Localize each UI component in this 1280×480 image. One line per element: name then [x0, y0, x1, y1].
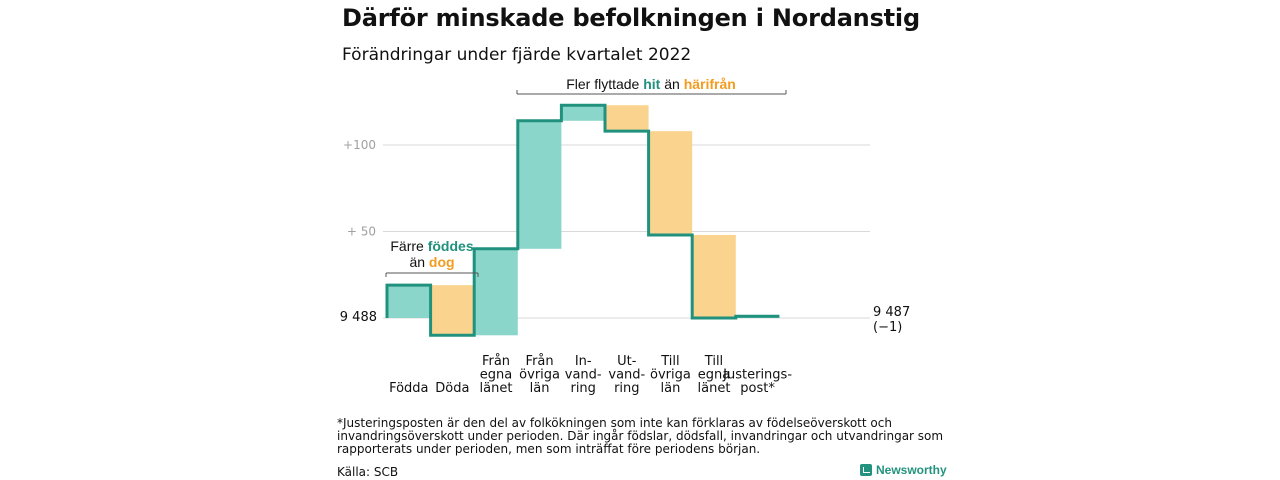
x-axis-label: post* [740, 381, 775, 396]
x-axis-label: ring [614, 381, 639, 396]
waterfall-bar [517, 120, 562, 249]
x-axis-label: egna [480, 368, 512, 383]
x-axis-label: vand- [565, 368, 602, 383]
y-tick-label: +100 [343, 138, 376, 152]
source-label: Källa: SCB [337, 465, 399, 479]
brand-logo: Newsworthy [860, 463, 947, 477]
waterfall-bar [692, 234, 736, 318]
waterfall-bar [648, 131, 693, 235]
x-axis-label: Till [704, 354, 723, 369]
start-value-label: 9 488 [340, 310, 377, 325]
x-axis-label: Till [660, 354, 679, 369]
x-axis-label: län [530, 381, 550, 396]
end-change-label: (−1) [873, 320, 902, 335]
x-axis-label: Från [526, 354, 554, 369]
x-axis-label: länet [698, 381, 731, 396]
x-axis-label: län [660, 381, 680, 396]
waterfall-bar [430, 285, 475, 336]
brand-name: Newsworthy [876, 463, 947, 477]
population-step-line [385, 103, 780, 337]
bar-chart-icon [860, 464, 872, 476]
x-axis-label: Justerings- [722, 368, 792, 383]
top-annotation: Fler flyttade hit än härifrån [566, 76, 736, 92]
x-axis-label: Födda [389, 381, 428, 396]
waterfall-bar [474, 248, 518, 336]
waterfall-bar [605, 105, 649, 132]
x-axis-label: länet [480, 381, 513, 396]
chart-subtitle: Förändringar under fjärde kvartalet 2022 [342, 45, 692, 65]
x-axis-label: ring [570, 381, 595, 396]
waterfall-bar [387, 285, 431, 318]
x-axis-label: Döda [435, 381, 469, 396]
left-annotation-line1: Färre föddes [390, 238, 473, 254]
end-value-label: 9 487 [873, 305, 910, 320]
footnote: *Justeringsposten är den del av folkökni… [337, 416, 944, 456]
chart-title: Därför minskade befolkningen i Nordansti… [342, 4, 920, 32]
x-axis-label: Ut- [617, 354, 637, 369]
x-axis-label: egna [698, 368, 730, 383]
x-axis-label: övriga [519, 368, 560, 383]
x-axis-label: vand- [608, 368, 645, 383]
left-annotation-line2: än dog [409, 254, 454, 270]
y-tick-label: + 50 [347, 225, 376, 239]
x-axis-label: övriga [650, 368, 691, 383]
x-axis-label: Från [482, 354, 510, 369]
waterfall-bar [561, 105, 605, 121]
x-axis-label: In- [575, 354, 592, 369]
